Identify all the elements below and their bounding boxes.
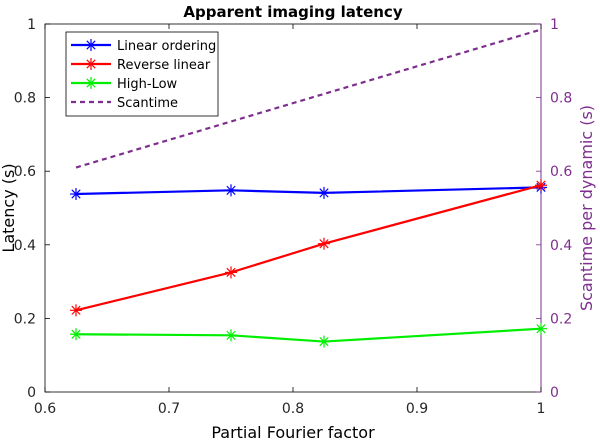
legend: Linear ordering Reverse linear High-Low Sca… xyxy=(65,31,219,117)
marker-stroke xyxy=(319,188,329,198)
data-point xyxy=(318,335,330,348)
data-point xyxy=(70,328,82,341)
series-layer xyxy=(70,28,547,348)
legend-marker xyxy=(85,39,97,51)
series-high-low xyxy=(70,322,547,348)
marker-stroke xyxy=(536,180,546,190)
x-tick-label: 0.8 xyxy=(282,401,304,417)
marker-stroke xyxy=(86,78,96,88)
y-tick-label: 1 xyxy=(27,17,36,33)
series-reverse-linear xyxy=(70,179,547,317)
marker-stroke xyxy=(319,336,329,347)
y-tick-label: 0.6 xyxy=(14,164,36,180)
y2-tick-label: 1 xyxy=(550,17,559,33)
series-line xyxy=(75,184,542,312)
y-tick-label: 0.4 xyxy=(14,238,36,254)
data-point xyxy=(535,322,547,335)
legend-label: Scantime xyxy=(117,96,178,111)
series-line xyxy=(75,186,542,196)
data-point xyxy=(225,266,237,279)
series-line xyxy=(75,327,542,343)
data-point xyxy=(225,329,237,342)
x-tick-label: 1 xyxy=(537,401,546,417)
marker-stroke xyxy=(71,305,81,315)
x-tick-label: 0.7 xyxy=(158,401,180,417)
marker-stroke xyxy=(226,330,236,340)
marker-stroke xyxy=(71,189,81,199)
x-tick-label: 0.9 xyxy=(406,401,428,417)
marker-stroke xyxy=(86,40,96,50)
data-point xyxy=(225,184,237,197)
series-linear-ordering xyxy=(70,181,547,201)
legend-marker xyxy=(85,77,97,89)
data-point xyxy=(535,179,547,192)
data-point xyxy=(70,304,82,317)
y2-tick-label: 0.6 xyxy=(550,164,572,180)
data-point xyxy=(70,188,82,201)
y2-tick-label: 0 xyxy=(550,385,559,401)
legend-label: Reverse linear xyxy=(117,58,211,73)
y2-tick-label: 0.8 xyxy=(550,91,572,107)
legend-label: Linear ordering xyxy=(117,39,216,54)
x-tick-label: 0.6 xyxy=(34,401,56,417)
marker-stroke xyxy=(226,185,236,195)
marker-stroke xyxy=(319,239,329,249)
y-tick-label: 0.8 xyxy=(14,91,36,107)
marker-stroke xyxy=(536,324,546,334)
legend-marker xyxy=(85,58,97,70)
y2-axis-title: Scantime per dynamic (s) xyxy=(577,105,596,311)
marker-stroke xyxy=(86,59,96,69)
y2-tick-label: 0.2 xyxy=(550,311,572,327)
legend-label: High-Low xyxy=(117,77,178,92)
y-tick-label: 0.2 xyxy=(14,311,36,327)
y-axis-title: Latency (s) xyxy=(0,163,18,252)
marker-stroke xyxy=(71,329,81,339)
chart-title: Apparent imaging latency xyxy=(183,3,402,21)
data-point xyxy=(318,186,330,199)
ticks: 0.6 0.7 0.8 0.9 100.20.40.60.8100.20.40.60.8… xyxy=(14,17,573,417)
y-tick-label: 0 xyxy=(27,385,36,401)
x-axis-title: Partial Fourier factor xyxy=(211,423,375,442)
marker-stroke xyxy=(226,267,236,278)
data-point xyxy=(318,237,330,250)
y2-tick-label: 0.4 xyxy=(550,238,572,254)
